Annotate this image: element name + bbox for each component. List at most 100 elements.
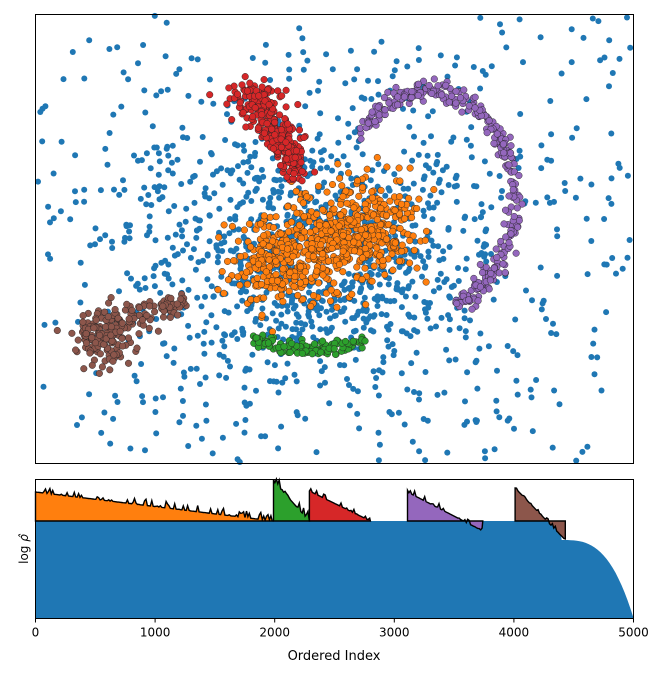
orange-cluster-point: [284, 202, 292, 210]
background-point: [398, 304, 405, 311]
background-point: [102, 232, 109, 239]
background-point: [425, 304, 432, 311]
purple-cluster-point: [368, 108, 376, 116]
background-point: [532, 199, 539, 206]
background-point: [434, 276, 441, 283]
background-point: [199, 134, 206, 140]
orange-cluster-point: [362, 301, 370, 309]
orange-cluster-point: [306, 228, 314, 236]
background-point: [395, 409, 402, 416]
brown-cluster-point: [72, 346, 80, 354]
orange-cluster-point: [272, 270, 280, 279]
background-point: [452, 175, 459, 182]
background-point: [222, 332, 229, 339]
orange-cluster-point: [214, 286, 222, 294]
orange-cluster-point: [335, 260, 344, 269]
background-point: [533, 377, 540, 383]
background-point: [351, 297, 358, 304]
background-point: [242, 417, 249, 423]
background-point: [156, 158, 163, 165]
orange-cluster-point: [297, 234, 305, 242]
orange-cluster-point: [361, 231, 370, 239]
background-point: [164, 143, 171, 150]
background-point: [232, 213, 239, 220]
background-point: [202, 293, 208, 300]
background-point: [481, 158, 488, 165]
background-point: [427, 325, 434, 332]
background-point: [218, 165, 225, 172]
orange-cluster-point: [386, 197, 394, 205]
background-point: [342, 318, 349, 325]
background-point: [248, 164, 255, 171]
background-point: [171, 345, 178, 352]
background-point: [253, 387, 259, 394]
background-point: [515, 165, 522, 171]
orange-cluster-point: [317, 241, 325, 249]
background-point: [391, 67, 398, 74]
red-cluster-point: [277, 126, 285, 134]
orange-cluster-point: [359, 183, 367, 191]
orange-cluster-point: [391, 206, 399, 214]
background-point: [257, 322, 264, 329]
background-point: [433, 161, 440, 168]
orange-cluster-point: [314, 279, 323, 287]
background-point: [218, 240, 225, 247]
background-point: [516, 147, 523, 154]
purple-cluster-point: [394, 93, 402, 101]
orange-cluster-point: [292, 187, 300, 195]
background-point: [411, 133, 417, 140]
background-point: [235, 163, 241, 170]
background-point: [419, 186, 426, 193]
purple-cluster-point: [505, 192, 513, 200]
orange-cluster-point: [279, 298, 287, 306]
orange-cluster-point: [220, 289, 228, 297]
purple-cluster-point: [471, 104, 479, 112]
background-point: [351, 76, 358, 83]
orange-cluster-point: [330, 205, 338, 213]
background-point: [174, 251, 181, 258]
background-point: [626, 237, 633, 243]
background-point: [562, 188, 569, 194]
background-point: [317, 326, 324, 333]
background-point: [161, 184, 168, 191]
background-point: [181, 373, 188, 380]
background-point: [584, 271, 591, 278]
background-point: [408, 360, 415, 367]
orange-cluster-point: [301, 268, 309, 276]
background-point: [401, 148, 408, 155]
background-point: [200, 340, 207, 347]
background-point: [273, 317, 280, 324]
background-point: [421, 264, 428, 271]
background-point: [558, 70, 565, 77]
background-point: [537, 264, 544, 271]
background-point: [464, 369, 471, 376]
orange-cluster-point: [381, 271, 389, 279]
background-point: [396, 264, 403, 270]
background-point: [179, 277, 186, 284]
background-point: [152, 395, 159, 402]
orange-cluster-point: [398, 241, 406, 249]
background-point: [452, 356, 459, 363]
orange-cluster-point: [253, 296, 261, 304]
orange-cluster-point: [430, 186, 438, 194]
background-point: [143, 150, 150, 157]
background-point: [169, 281, 176, 288]
green-cluster-point: [310, 340, 319, 348]
orange-cluster-point: [269, 237, 277, 245]
background-point: [40, 383, 47, 390]
background-point: [240, 180, 247, 187]
orange-cluster-point: [285, 287, 293, 295]
background-point: [293, 378, 300, 385]
orange-cluster-point: [395, 257, 403, 265]
background-point: [420, 207, 427, 214]
green-cluster-point: [361, 337, 369, 345]
orange-cluster-point: [405, 194, 413, 202]
background-point: [193, 365, 200, 372]
background-point: [142, 109, 149, 116]
background-point: [443, 346, 450, 353]
background-point: [328, 324, 335, 331]
background-point: [583, 96, 590, 103]
background-point: [528, 394, 535, 401]
background-point: [239, 287, 246, 294]
background-point: [317, 165, 324, 172]
